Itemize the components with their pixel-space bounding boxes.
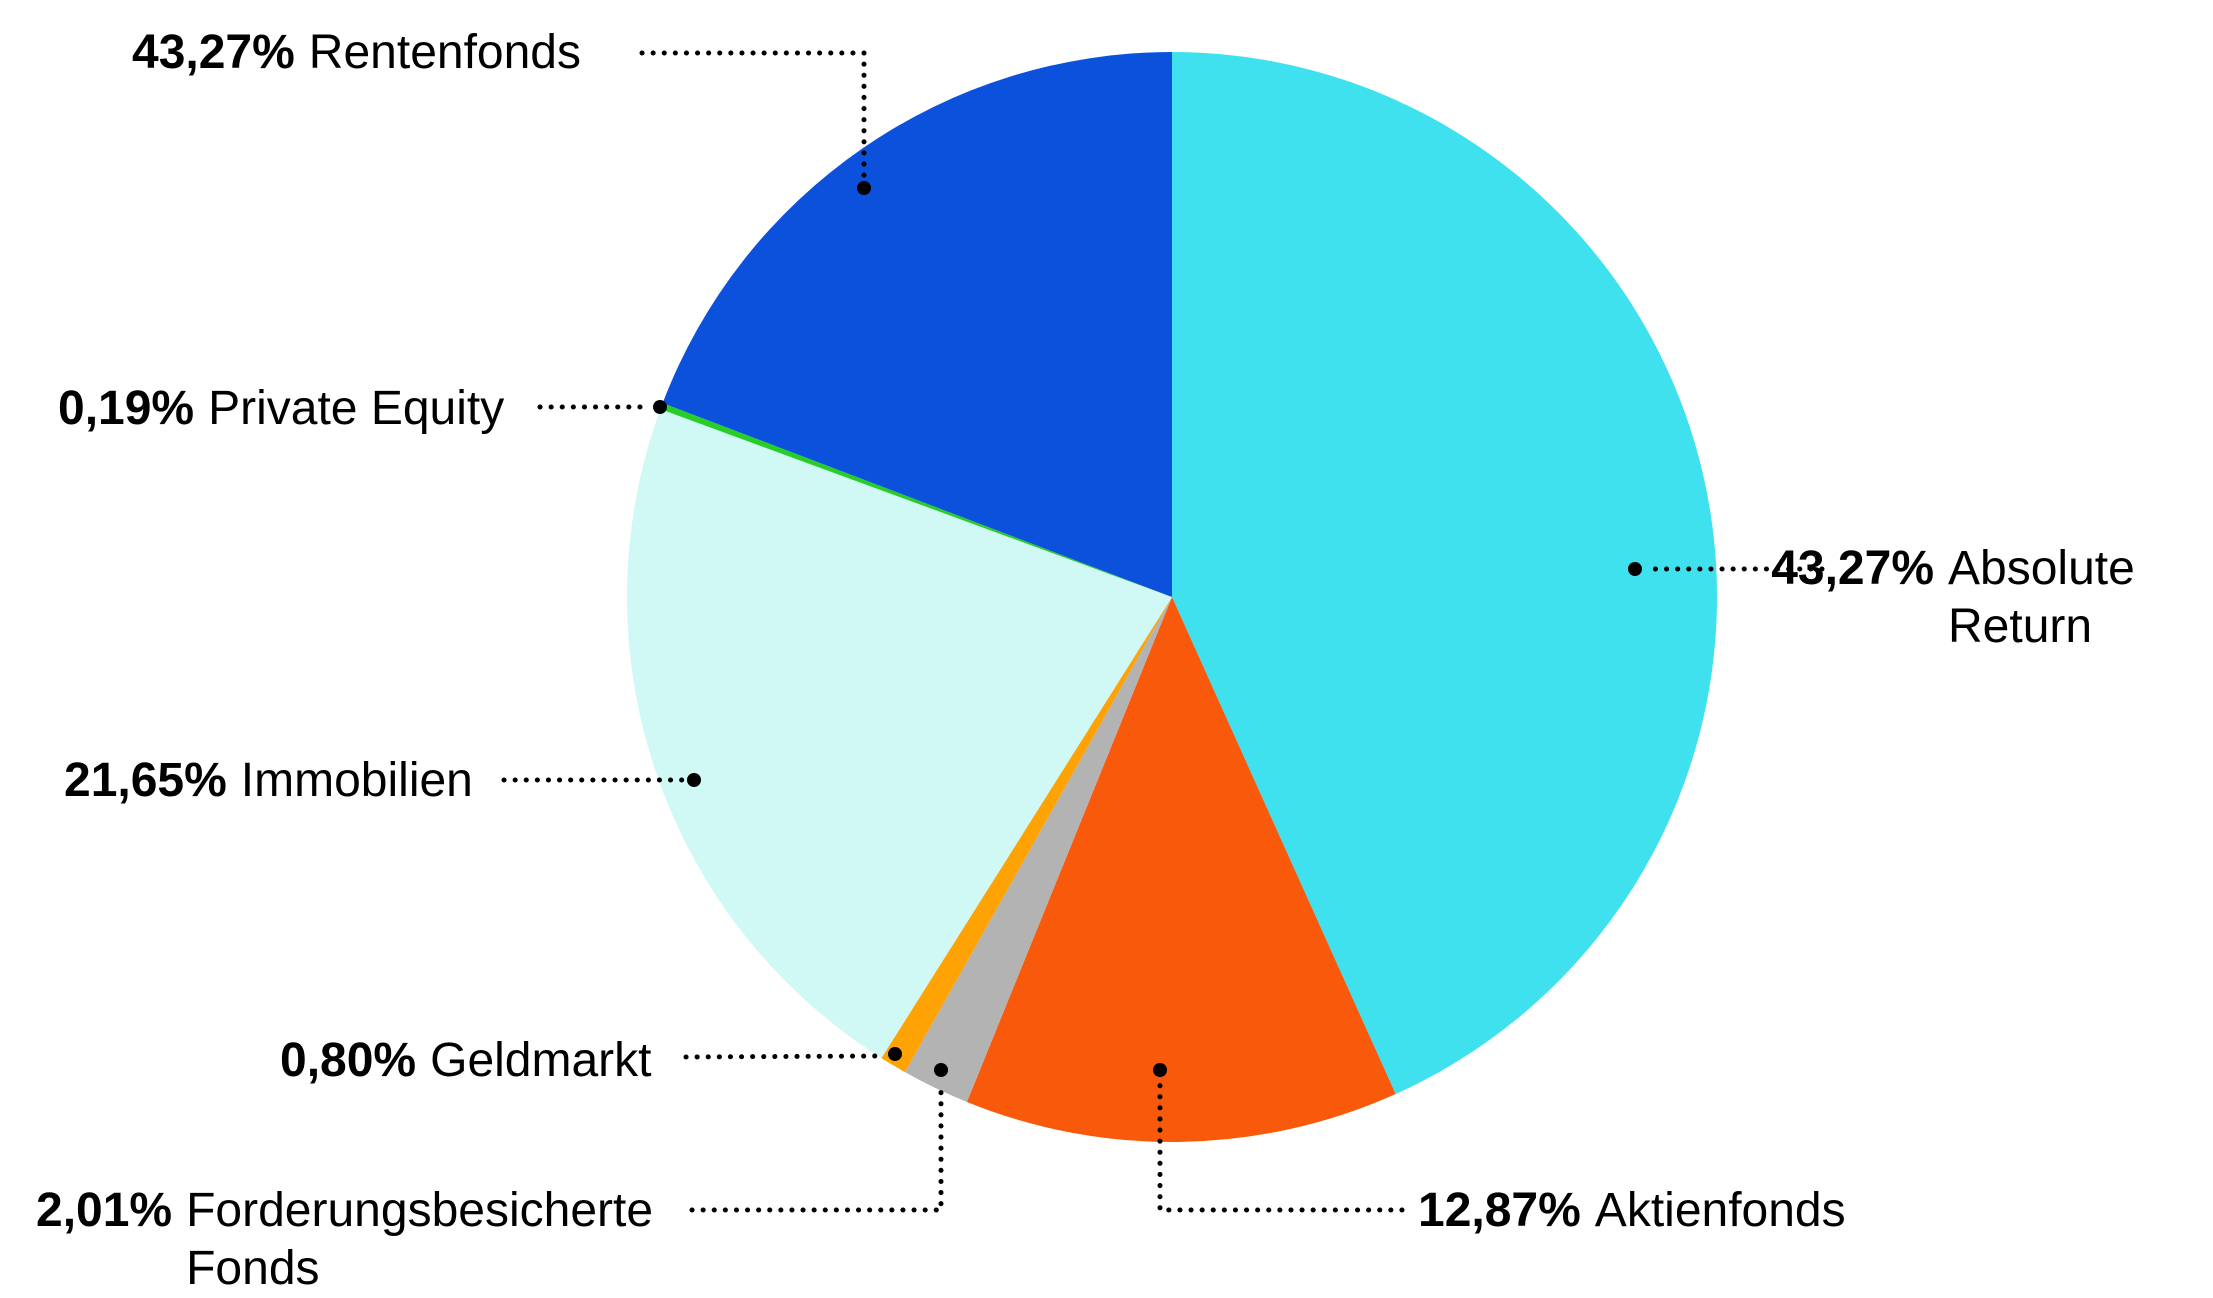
pie-slice-aktienfonds: [966, 597, 1396, 1143]
forderungsbesicherte-fonds-percent: 2,01%: [36, 1184, 173, 1237]
immobilien-percent: 21,65%: [64, 754, 227, 807]
label-rentenfonds: 43,27% Rentenfonds: [132, 24, 581, 82]
dot-private-equity: [653, 400, 667, 414]
dot-absolute-return: [1628, 562, 1642, 576]
dot-aktienfonds: [1153, 1063, 1167, 1077]
pie-slice-geldmarkt: [881, 597, 1172, 1073]
absolute-return-name: Absolute Return: [1948, 542, 2135, 653]
label-geldmarkt: 0,80% Geldmarkt: [280, 1032, 652, 1090]
leader-geldmarkt: [683, 1053, 885, 1060]
label-private-equity: 0,19% Private Equity: [58, 380, 504, 438]
aktienfonds-name: Aktienfonds: [1594, 1184, 1846, 1237]
leader-dots: [653, 181, 1642, 1077]
leader-lines: [501, 50, 1825, 1213]
rentenfonds-name: Rentenfonds: [308, 26, 581, 79]
immobilien-name: Immobilien: [240, 754, 473, 807]
leader-rentenfonds: [639, 50, 867, 179]
dot-immobilien: [687, 773, 701, 787]
geldmarkt-percent: 0,80%: [280, 1034, 417, 1087]
geldmarkt-name: Geldmarkt: [430, 1034, 652, 1087]
label-immobilien: 21,65% Immobilien: [64, 752, 473, 810]
private-equity-name: Private Equity: [208, 382, 505, 435]
dot-rentenfonds: [857, 181, 871, 195]
aktienfonds-percent: 12,87%: [1418, 1184, 1581, 1237]
pie-slices: [627, 52, 1718, 1143]
label-absolute-return: 43,27% Absolute Return: [1771, 540, 2163, 656]
leader-aktienfonds: [1157, 1079, 1405, 1213]
leader-forderungsbesicherte-fonds: [689, 1079, 944, 1213]
private-equity-percent: 0,19%: [58, 382, 195, 435]
forderungsbesicherte-fonds-name: Forderungsbesicherte Fonds: [186, 1184, 654, 1295]
pie-slice-forderungsbesicherte-fonds: [904, 597, 1172, 1102]
label-aktienfonds: 12,87% Aktienfonds: [1418, 1182, 1846, 1240]
pie-slice-private-equity: [660, 403, 1172, 597]
absolute-return-percent: 43,27%: [1771, 542, 1934, 595]
pie-slice-immobilien: [627, 409, 1172, 1059]
label-forderungsbesicherte-fonds: 2,01% Forderungsbesicherte Fonds: [36, 1182, 686, 1298]
dot-geldmarkt: [888, 1047, 902, 1061]
pie-slice-rentenfonds: [662, 52, 1172, 597]
dot-forderungsbesicherte-fonds: [934, 1063, 948, 1077]
rentenfonds-percent: 43,27%: [132, 26, 295, 79]
pie-slice-absolute-return: [1172, 52, 1718, 1094]
